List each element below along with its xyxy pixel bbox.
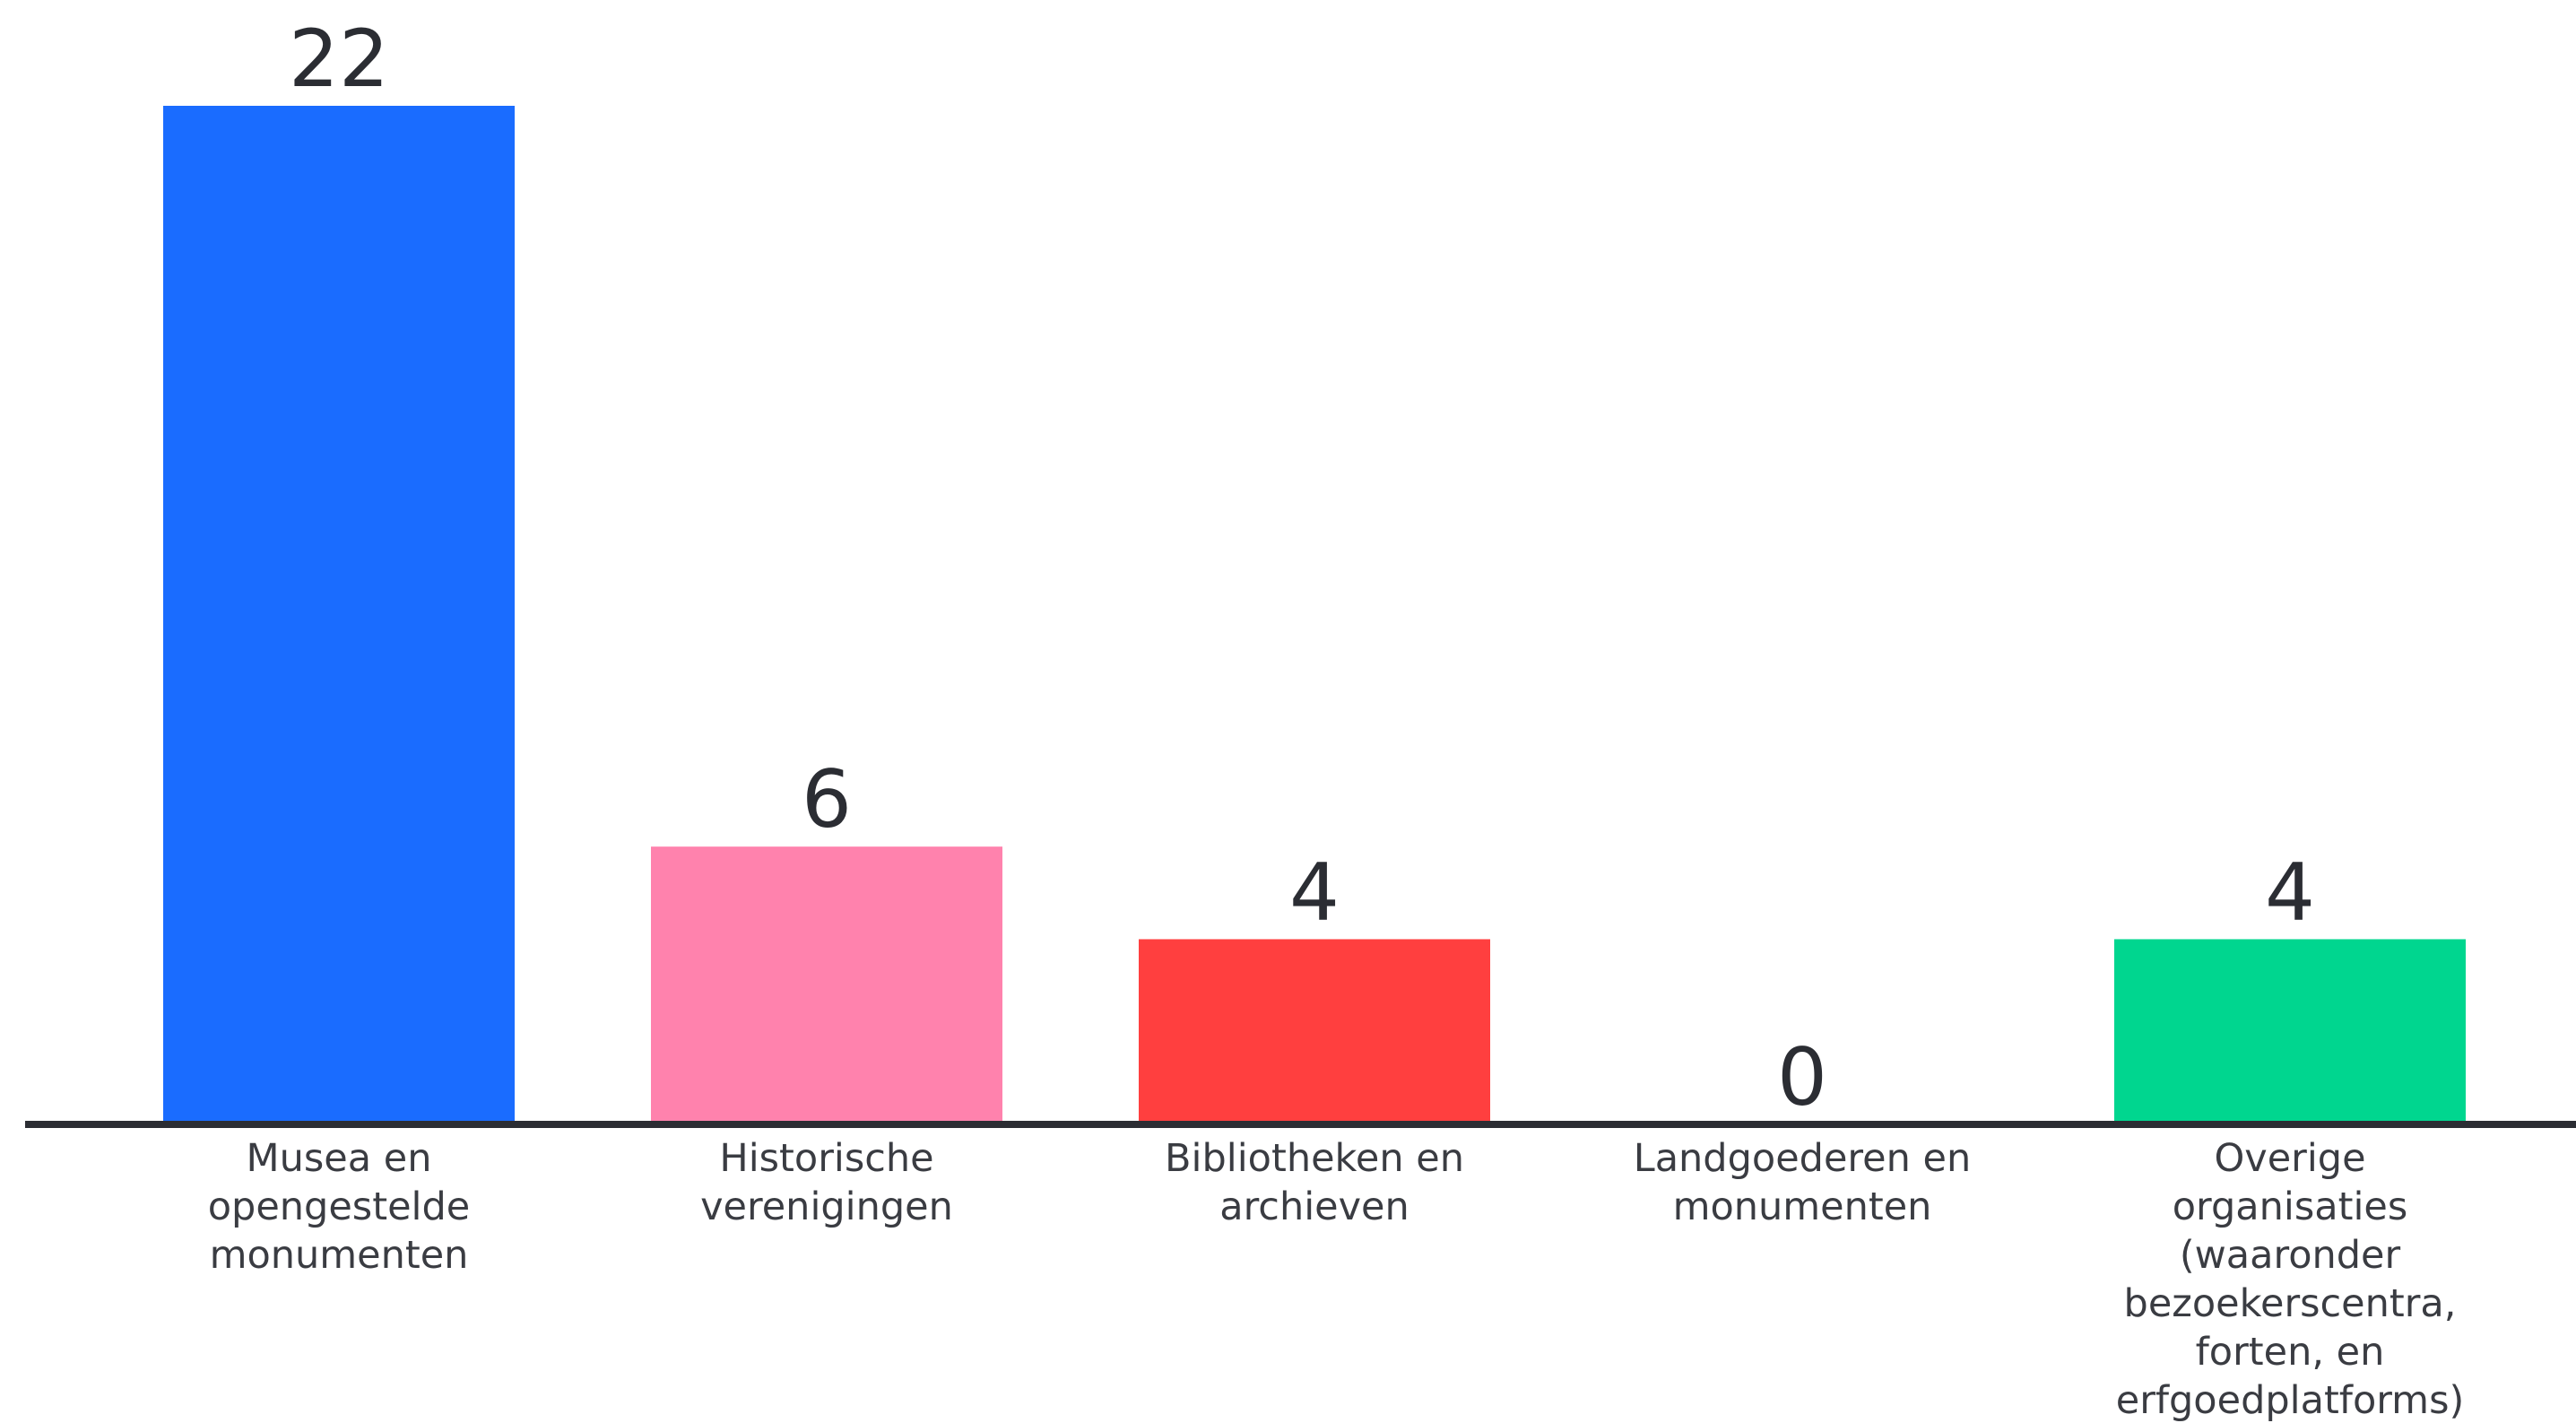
data-label-3: 4 [1289,846,1340,938]
category-label-4: Landgoederen en monumenten [1634,1136,1971,1229]
category-label-line: Overige [2214,1136,2365,1181]
category-labels-group: Musea en opengestelde monumentenHistorisch… [208,1136,2465,1423]
category-label-line: Musea en [247,1136,432,1181]
category-label-2: Historische verenigingen [700,1136,953,1229]
value-labels-group: 22 6 4 0 4 [289,13,2315,1124]
bar-2 [651,846,1002,1124]
category-label-line: (waaronder [2180,1233,2401,1278]
category-label-3: Bibliotheken en archieven [1165,1136,1464,1229]
bar-5 [2114,939,2466,1124]
category-label-line: Historische [719,1136,933,1181]
bars-group [163,106,2466,1124]
bar-1 [163,106,515,1124]
data-label-1: 22 [289,13,389,105]
category-label-line: monumenten [1673,1184,1932,1229]
category-label-line: forten, en [2196,1330,2385,1375]
bar-3 [1139,939,1490,1124]
category-label-5: Overige organisaties (waaronder bezoekersce… [2116,1136,2465,1423]
data-label-5: 4 [2265,846,2315,938]
category-label-line: Bibliotheken en [1165,1136,1464,1181]
category-label-line: opengestelde [208,1184,470,1229]
category-label-line: organisaties [2173,1184,2408,1229]
category-label-line: archieven [1219,1184,1409,1229]
category-label-line: verenigingen [700,1184,953,1229]
category-label-1: Musea en opengestelde monumenten [208,1136,470,1278]
data-label-4: 0 [1777,1031,1827,1124]
category-label-line: Landgoederen en [1634,1136,1971,1181]
category-label-line: monumenten [210,1233,469,1278]
category-label-line: erfgoedplatforms) [2116,1378,2465,1423]
data-label-2: 6 [802,753,852,846]
category-label-line: bezoekerscentra, [2124,1281,2457,1326]
